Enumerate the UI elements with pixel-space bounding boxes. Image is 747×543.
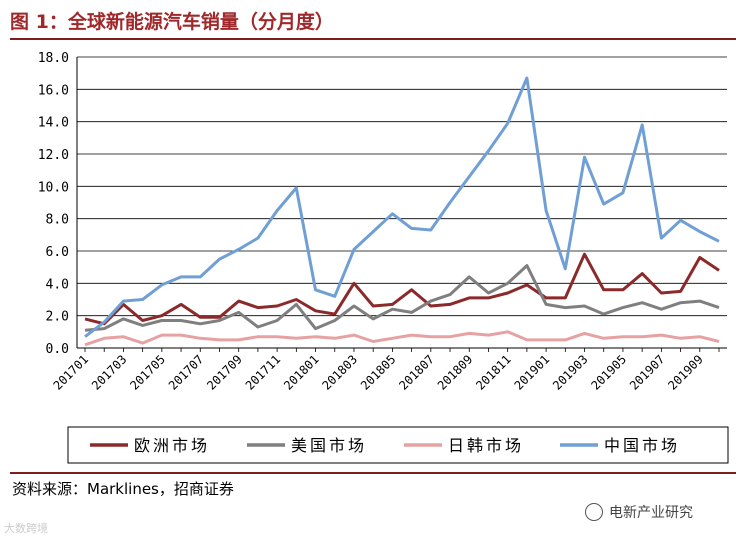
series-line-4 bbox=[84, 76, 720, 338]
x-tick-label: 201805 bbox=[358, 352, 399, 393]
x-tick-label: 201705 bbox=[127, 352, 168, 393]
y-axis: 0.0 2.0 4.0 6.0 8.0 10.0 12.0 14.0 16.0 18.0 bbox=[38, 51, 78, 357]
y-tick-label: 4.0 bbox=[46, 277, 69, 292]
watermark-left: 大数跨境 bbox=[4, 522, 48, 535]
watermark-right: 电新产业研究 bbox=[585, 502, 693, 522]
x-tick-label: 201809 bbox=[435, 352, 476, 393]
y-tick-label: 12.0 bbox=[38, 148, 69, 163]
series-line-3 bbox=[84, 330, 720, 347]
title-divider bbox=[10, 38, 736, 40]
legend-box bbox=[67, 426, 729, 464]
legend-label: 欧洲市场 bbox=[134, 436, 210, 455]
legend: 欧洲市场 美国市场 日韩市场 中国市场 bbox=[67, 426, 729, 464]
x-tick-label: 201709 bbox=[204, 352, 245, 393]
y-tick-label: 14.0 bbox=[38, 116, 69, 131]
legend-label: 美国市场 bbox=[291, 436, 367, 455]
legend-label: 日韩市场 bbox=[448, 436, 524, 455]
x-tick-label: 201811 bbox=[473, 352, 514, 393]
y-tick-label: 6.0 bbox=[46, 245, 69, 260]
series-line-1 bbox=[84, 252, 720, 326]
x-tick-label: 201903 bbox=[550, 352, 591, 393]
y-tick-label: 16.0 bbox=[38, 83, 69, 98]
x-tick-label: 201907 bbox=[627, 352, 668, 393]
grid bbox=[77, 56, 727, 349]
watermark-right-text: 电新产业研究 bbox=[609, 505, 693, 521]
x-tick-label: 201807 bbox=[396, 352, 437, 393]
x-tick-label: 201701 bbox=[51, 352, 92, 393]
x-tick-label: 201711 bbox=[243, 352, 284, 393]
y-tick-label: 0.0 bbox=[46, 342, 69, 357]
x-tick-label: 201905 bbox=[589, 352, 630, 393]
source-note: 资料来源：Marklines，招商证券 bbox=[12, 480, 234, 498]
figure-title: 图 1：全球新能源汽车销量（分月度） bbox=[10, 11, 334, 33]
y-tick-label: 18.0 bbox=[38, 51, 69, 66]
x-tick-label: 201703 bbox=[89, 352, 130, 393]
y-tick-label: 10.0 bbox=[38, 180, 69, 195]
line-chart: 0.0 2.0 4.0 6.0 8.0 10.0 12.0 14.0 16.0 18.0 2017… bbox=[38, 51, 729, 464]
series-line-2 bbox=[84, 264, 720, 332]
y-tick-label: 2.0 bbox=[46, 310, 69, 325]
x-tick-label: 201909 bbox=[665, 352, 706, 393]
x-tick-label: 201801 bbox=[281, 352, 322, 393]
x-axis: 2017012017032017052017072017092017112018… bbox=[51, 347, 727, 393]
legend-label: 中国市场 bbox=[604, 436, 680, 455]
wechat-icon bbox=[585, 503, 603, 521]
source-divider bbox=[10, 472, 736, 474]
x-tick-label: 201803 bbox=[320, 352, 361, 393]
series-lines bbox=[84, 76, 720, 347]
y-tick-label: 8.0 bbox=[46, 213, 69, 228]
x-tick-label: 201707 bbox=[166, 352, 207, 393]
x-tick-label: 201901 bbox=[512, 352, 553, 393]
